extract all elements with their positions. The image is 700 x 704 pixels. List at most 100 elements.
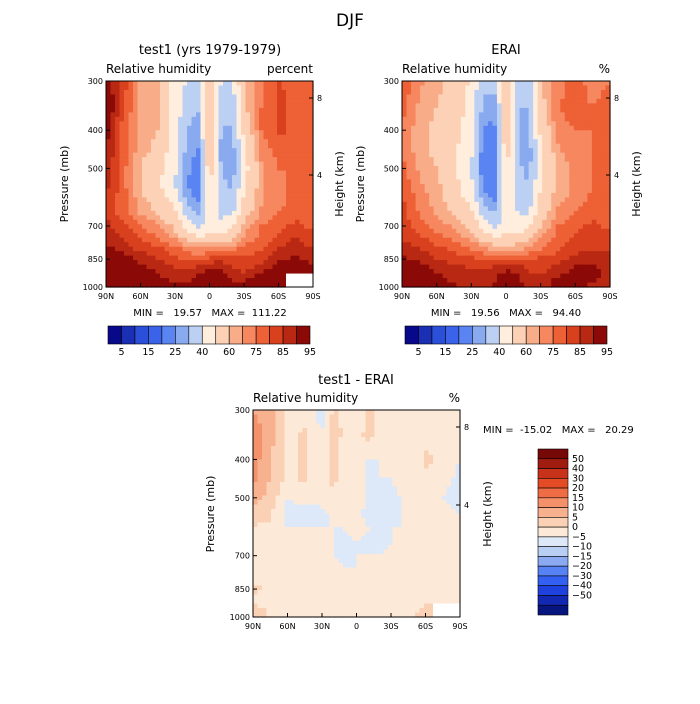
heatmap-cell [542,188,547,193]
heatmap-cell [438,108,443,113]
heatmap-cell [424,442,429,447]
heatmap-cell [115,112,120,117]
heatmap-cell [291,242,296,247]
heatmap-cell [547,157,552,162]
heatmap-cell [214,197,219,202]
heatmap-cell [147,202,152,207]
heatmap-cell [147,175,152,180]
heatmap-cell [407,229,412,234]
heatmap-cell [300,197,305,202]
heatmap-cell [246,99,251,104]
heatmap-cell [511,94,516,99]
heatmap-cell [237,260,242,265]
heatmap-cell [210,166,215,171]
heatmap-cell [434,139,439,144]
heatmap-cell [237,220,242,225]
heatmap-cell [178,121,183,126]
heatmap-cell [295,215,300,220]
heatmap-cell [538,144,543,149]
heatmap-cell [483,269,488,274]
heatmap-cell [492,148,497,153]
heatmap-cell [456,144,461,149]
heatmap-cell [124,126,129,131]
heatmap-cell [106,265,111,270]
heatmap-cell [556,112,561,117]
heatmap-cell [258,455,263,460]
heatmap-cell [520,108,525,113]
heatmap-cell [583,193,588,198]
heatmap-cell [129,215,134,220]
heatmap-cell [592,260,597,265]
heatmap-cell [156,269,161,274]
heatmap-cell [429,428,434,433]
heatmap-cell [501,242,506,247]
heatmap-cell [129,117,134,122]
heatmap-cell [246,211,251,216]
heatmap-cell [587,144,592,149]
heatmap-cell [291,162,296,167]
heatmap-cell [282,90,287,95]
heatmap-cell [196,265,201,270]
heatmap-cell [407,242,412,247]
heatmap-cell [443,180,448,185]
heatmap-cell [370,424,375,429]
heatmap-cell [565,144,570,149]
heatmap-cell [106,238,111,243]
heatmap-cell [497,157,502,162]
heatmap-cell [402,242,407,247]
heatmap-cell [210,148,215,153]
heatmap-cell [165,269,170,274]
heatmap-cell [506,180,511,185]
heatmap-cell [501,238,506,243]
heatmap-cell [169,215,174,220]
heatmap-cell [465,162,470,167]
heatmap-cell [465,238,470,243]
heatmap-cell [178,148,183,153]
heatmap-cell [264,242,269,247]
heatmap-cell [578,171,583,176]
heatmap-cell [416,148,421,153]
heatmap-cell [456,278,461,283]
heatmap-cell [255,162,260,167]
heatmap-cell [551,162,556,167]
heatmap-cell [282,184,287,189]
heatmap-cell [470,157,475,162]
heatmap-cell [160,197,165,202]
heatmap-cell [187,126,192,131]
heatmap-cell [533,233,538,238]
heatmap-cell [388,442,393,447]
heatmap-cell [569,242,574,247]
heatmap-cell [192,260,197,265]
heatmap-cell [452,99,457,104]
heatmap-cell [312,469,317,474]
heatmap-cell [574,206,579,211]
heatmap-cell [434,112,439,117]
heatmap-cell [416,135,421,140]
heatmap-cell [488,112,493,117]
heatmap-cell [187,224,192,229]
heatmap-cell [560,184,565,189]
heatmap-cell [124,251,129,256]
heatmap-cell [411,242,416,247]
heatmap-cell [574,99,579,104]
heatmap-cell [339,460,344,465]
heatmap-cell [556,188,561,193]
heatmap-cell [304,121,309,126]
y-tick-label: 850 [384,255,399,264]
heatmap-cell [178,278,183,283]
heatmap-cell [601,148,606,153]
heatmap-cell [483,278,488,283]
heatmap-cell [178,233,183,238]
heatmap-cell [578,126,583,131]
heatmap-cell [425,242,430,247]
heatmap-cell [438,81,443,86]
heatmap-cell [165,202,170,207]
heatmap-cell [286,148,291,153]
heatmap-cell [470,153,475,158]
heatmap-cell [258,433,263,438]
heatmap-cell [506,206,511,211]
heatmap-cell [592,197,597,202]
heatmap-cell [538,112,543,117]
heatmap-cell [268,85,273,90]
heatmap-cell [262,446,267,451]
